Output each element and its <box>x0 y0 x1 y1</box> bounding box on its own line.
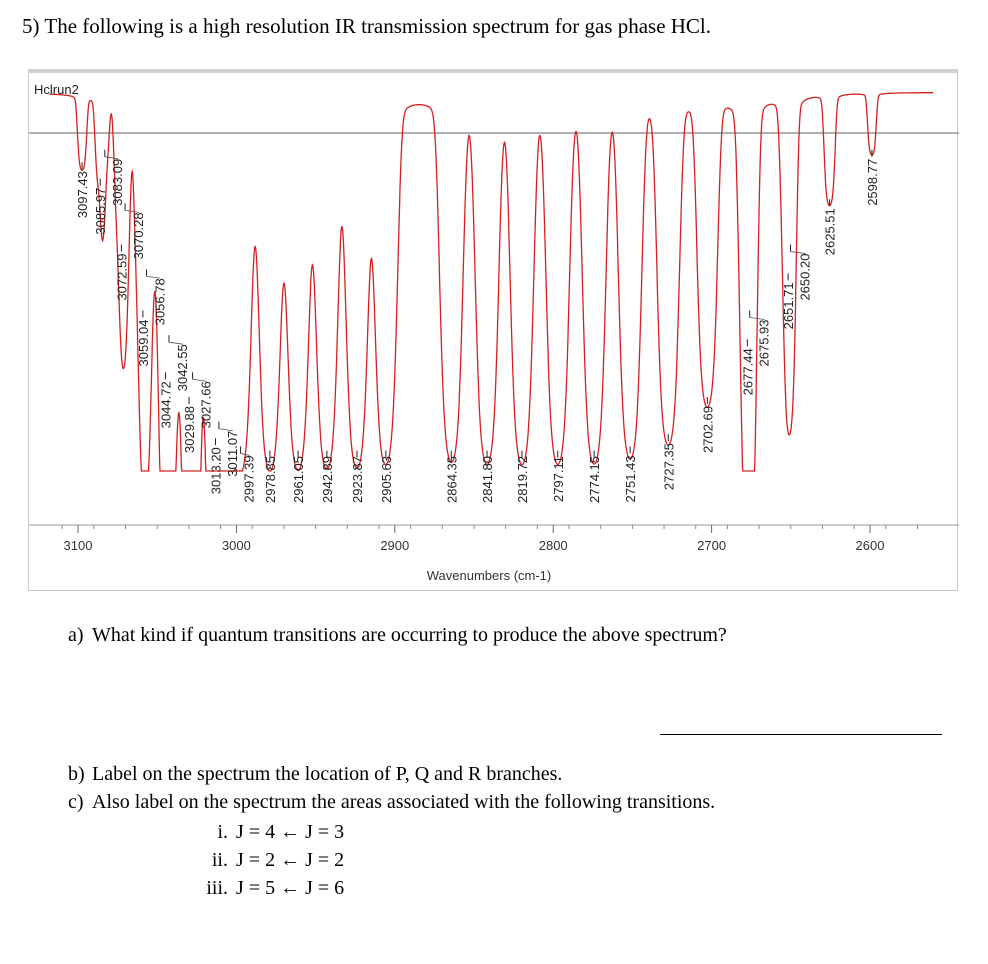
item-number: iii. <box>206 877 228 899</box>
peak-leader-line <box>749 317 765 320</box>
peak-label: 2819.72 <box>515 456 530 503</box>
peak-label: 2727.35 <box>661 443 676 490</box>
x-tick-label: 3100 <box>64 538 93 553</box>
peak-label: 2841.80 <box>480 456 495 503</box>
peak-label: 2923.87 <box>350 456 365 503</box>
peak-leader-line <box>104 156 118 160</box>
question-title: 5) The following is a high resolution IR… <box>22 14 712 38</box>
peak-label: 3029.88 <box>182 406 197 453</box>
peak-label: 2650.20 <box>797 254 812 301</box>
peak-label: 2997.39 <box>242 455 257 502</box>
item-transition: J = 4 ← J = 3 <box>236 821 345 843</box>
spectrum-svg: Hclrun2 3100 3000 2900 2800 2700 2600 3097.43… <box>29 82 959 583</box>
peak-label: 2751.43 <box>623 455 638 502</box>
answer-line[interactable] <box>660 734 942 735</box>
x-tick-label: 2700 <box>697 538 726 553</box>
peak-label: 2651.71 <box>781 282 796 329</box>
peak-label: 3083.09 <box>110 159 125 206</box>
spectrum-line <box>49 91 934 472</box>
x-tick-label: 2900 <box>380 538 409 553</box>
item-number: i. <box>217 821 228 843</box>
peak-label: 2942.89 <box>320 456 335 503</box>
peak-leader-line <box>146 275 161 279</box>
x-tick-label: 3000 <box>222 538 251 553</box>
peak-label: 3097.43 <box>75 171 90 218</box>
peak-label: 3044.72 <box>159 381 174 428</box>
peak-label: 2797.11 <box>551 456 566 502</box>
item-transition: J = 5 ← J = 6 <box>236 877 345 899</box>
peak-leader-line <box>168 341 184 345</box>
question-c-text: Also label on the spectrum the areas ass… <box>92 791 716 813</box>
peak-label: 3072.59 <box>114 254 129 301</box>
peak-label: 2702.69 <box>700 406 715 453</box>
peak-label: 2774.15 <box>587 456 602 503</box>
item-transition: J = 2 ← J = 2 <box>236 849 345 871</box>
item-number: ii. <box>211 849 228 871</box>
peak-label: 2905.63 <box>379 456 394 503</box>
peak-label: 3056.78 <box>152 278 167 325</box>
question-b-label: b) <box>68 763 85 785</box>
peak-label: 3011.07 <box>225 431 240 477</box>
spectrum-chart: Hclrun2 3100 3000 2900 2800 2700 2600 3097.43… <box>28 69 959 591</box>
peak-leader-line <box>218 428 233 432</box>
x-tick-label: 2600 <box>856 538 885 553</box>
x-tick-label: 2800 <box>539 538 568 553</box>
peak-label: 3085.97 <box>93 188 108 235</box>
peak-leader-line <box>125 209 140 213</box>
question-a-label: a) <box>68 624 84 646</box>
peak-label: 2625.51 <box>823 208 838 255</box>
peak-label: 3070.28 <box>131 212 146 259</box>
question-c-label: c) <box>68 791 84 813</box>
question-a-text: What kind if quantum transitions are occ… <box>92 624 727 646</box>
peak-label: 3013.20 <box>208 447 223 494</box>
peak-leader-line <box>790 251 806 254</box>
peak-label: 2677.44 <box>740 348 755 395</box>
peak-label: 2978.85 <box>263 456 278 503</box>
peak-label: 2961.05 <box>291 456 306 503</box>
chart-title: Hclrun2 <box>34 82 79 97</box>
peak-label: 3059.04 <box>136 319 151 366</box>
peak-label: 3027.66 <box>199 381 214 428</box>
peak-label: 2675.93 <box>757 319 772 366</box>
question-b-text: Label on the spectrum the location of P,… <box>92 763 563 785</box>
peak-label: 3042.55 <box>175 344 190 391</box>
peak-leader-line <box>192 378 207 382</box>
x-axis-label: Wavenumbers (cm-1) <box>427 568 551 583</box>
peak-label: 2598.77 <box>865 159 880 206</box>
peak-label: 2864.35 <box>444 456 459 503</box>
peak-leader-line <box>240 453 250 456</box>
